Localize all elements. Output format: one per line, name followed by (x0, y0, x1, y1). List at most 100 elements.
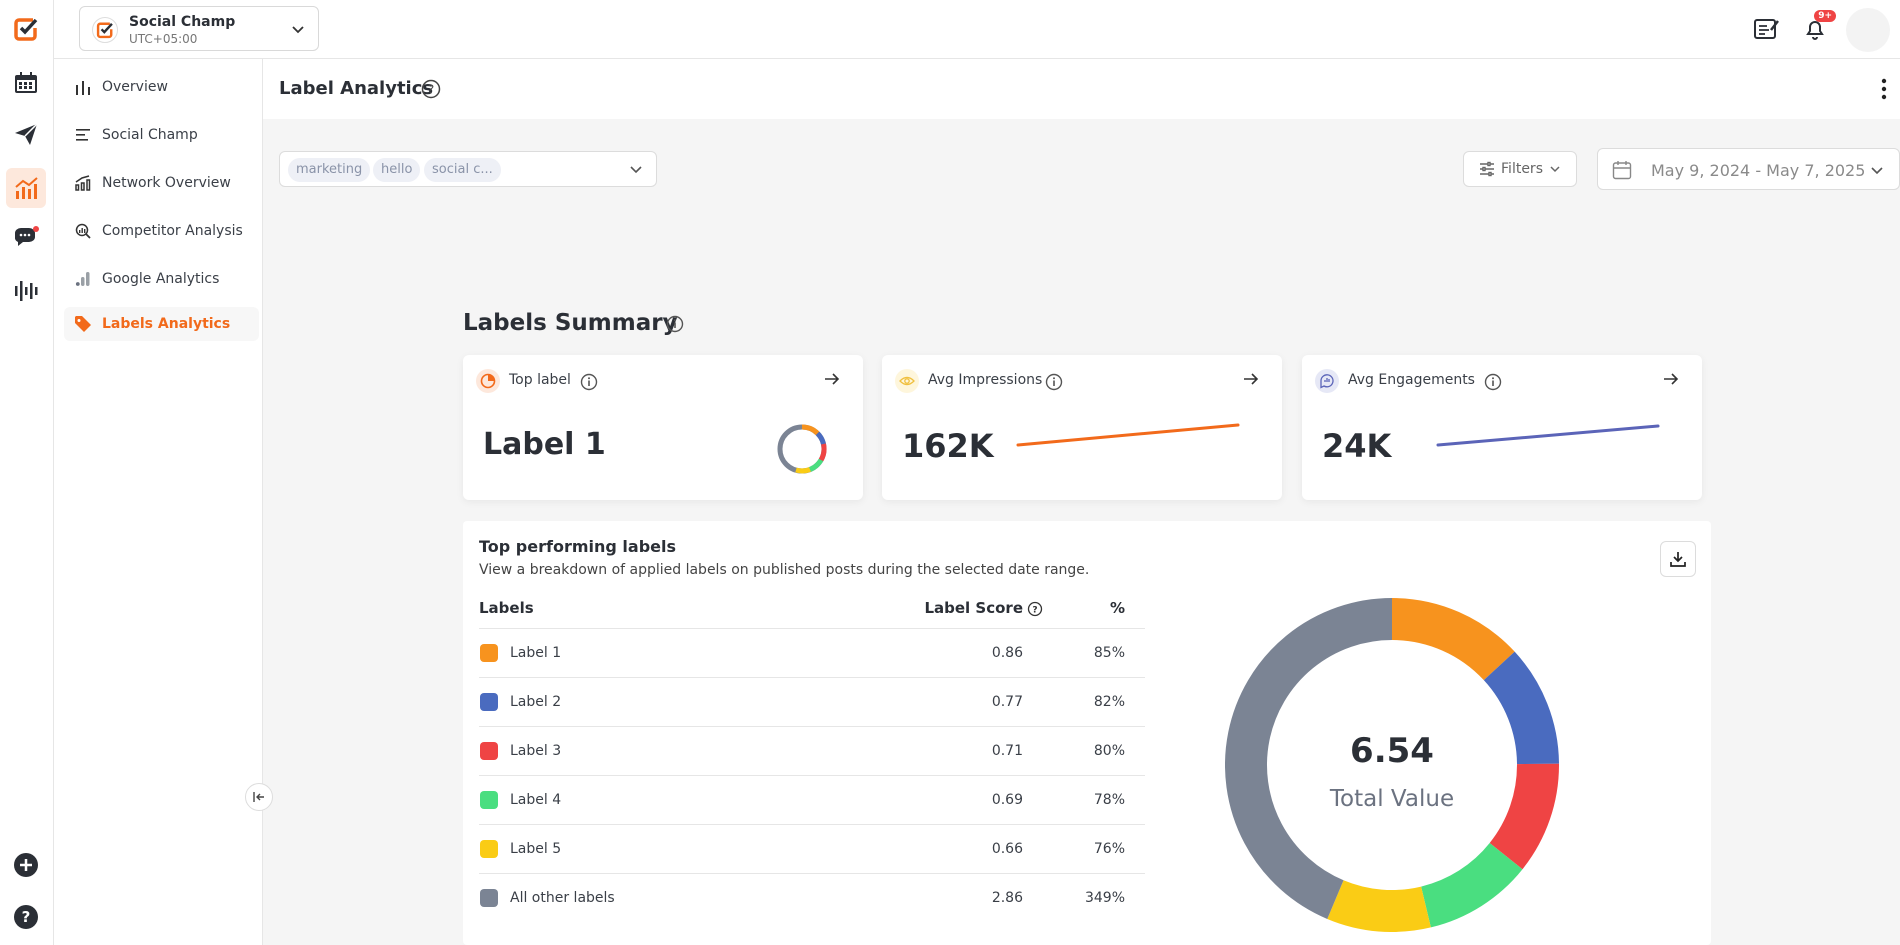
label-name: Label 1 (510, 645, 562, 661)
label-percent: 80% (1093, 743, 1125, 759)
analytics-icon[interactable] (6, 168, 46, 208)
donut-slice[interactable] (1420, 842, 1523, 928)
donut-svg (1225, 598, 1559, 932)
svg-text:?: ? (428, 83, 434, 97)
label-percent: 76% (1093, 841, 1125, 857)
help-circle-icon[interactable]: ? (421, 79, 441, 103)
sidebar-item-labels-analytics[interactable]: Labels Analytics (64, 307, 259, 341)
label-name: Label 3 (510, 743, 562, 759)
date-range-picker[interactable]: May 9, 2024 - May 7, 2025 (1597, 148, 1900, 190)
label-percent: 85% (1093, 645, 1125, 661)
avg-impressions-card: Avg Impressions 162K (882, 355, 1282, 500)
table-row: Label 5 0.66 76% (479, 825, 1145, 874)
info-icon[interactable] (580, 373, 598, 395)
help-circle-icon[interactable]: ? (1027, 601, 1043, 621)
bar-chart-icon (74, 78, 92, 96)
analytics-sidebar: Overview Social Champ Network Overview C… (54, 59, 263, 945)
download-button[interactable] (1660, 541, 1696, 577)
arrow-right-icon[interactable] (1242, 370, 1260, 392)
info-icon[interactable] (1484, 373, 1502, 395)
app-logo-icon[interactable] (11, 14, 41, 44)
table-row: Label 1 0.86 85% (479, 629, 1145, 678)
donut-slice[interactable] (1483, 651, 1559, 765)
card-label: Avg Engagements (1348, 372, 1475, 388)
sidebar-item-google-analytics[interactable]: Google Analytics (64, 262, 259, 296)
labels-donut-chart: 6.54 Total Value (1225, 598, 1559, 932)
sidebar-item-social-champ[interactable]: Social Champ (64, 118, 259, 152)
label-chip[interactable]: marketing (288, 158, 371, 182)
label-chip[interactable]: social c... (424, 158, 501, 182)
tag-icon (74, 315, 92, 333)
label-chip[interactable]: hello (373, 158, 421, 182)
panel-subtitle: View a breakdown of applied labels on pu… (479, 562, 1090, 578)
table-row: Label 4 0.69 78% (479, 776, 1145, 825)
calendar-icon[interactable] (11, 68, 41, 98)
chat-icon[interactable] (11, 224, 41, 254)
svg-text:?: ? (1032, 606, 1037, 616)
label-score: 0.77 (991, 694, 1023, 710)
add-icon[interactable] (11, 850, 41, 880)
app-rail: ? (0, 0, 54, 945)
notes-icon[interactable] (1751, 14, 1781, 44)
label-percent: 78% (1093, 792, 1125, 808)
card-label: Top label (509, 372, 571, 388)
arrow-right-icon[interactable] (823, 370, 841, 392)
label-score: 0.86 (991, 645, 1023, 661)
filters-label: Filters (1501, 161, 1543, 177)
card-value: 24K (1322, 427, 1392, 465)
sidebar-item-network-overview[interactable]: Network Overview (64, 166, 259, 200)
lines-icon (74, 126, 92, 144)
engagements-sparkline (1436, 424, 1660, 447)
workspace-timezone: UTC+05:00 (129, 32, 198, 46)
donut-slice[interactable] (1391, 598, 1515, 681)
network-chart-icon (74, 174, 92, 192)
audio-wave-icon[interactable] (11, 276, 41, 306)
impressions-sparkline (1016, 423, 1240, 447)
notification-badge: 9+ (1814, 10, 1836, 22)
sidebar-item-label: Network Overview (102, 175, 231, 191)
info-icon[interactable] (666, 315, 684, 337)
magnifier-chart-icon (74, 222, 92, 240)
donut-slice[interactable] (1489, 763, 1559, 870)
card-value: 162K (902, 427, 994, 465)
send-icon[interactable] (11, 119, 41, 149)
pie-chart-icon (476, 369, 500, 393)
column-header-percent: % (1109, 599, 1125, 617)
donut-slice[interactable] (1225, 598, 1393, 919)
more-options-icon[interactable] (1880, 77, 1888, 105)
label-select[interactable]: marketing hello social c... (279, 151, 657, 187)
workspace-selector[interactable]: Social Champ UTC+05:00 (79, 6, 319, 51)
label-score: 0.71 (991, 743, 1023, 759)
label-percent: 349% (1084, 890, 1125, 906)
info-icon[interactable] (1045, 373, 1063, 395)
table-header: Labels Label Score ? % (479, 599, 1145, 629)
avatar[interactable] (1846, 8, 1890, 52)
bell-icon[interactable]: 9+ (1800, 10, 1836, 44)
collapse-sidebar-button[interactable] (245, 783, 273, 811)
sliders-icon (1480, 161, 1495, 177)
table-row: Label 2 0.77 82% (479, 678, 1145, 727)
label-name: All other labels (510, 890, 615, 906)
sidebar-item-label: Competitor Analysis (102, 223, 243, 239)
arrow-right-icon[interactable] (1662, 370, 1680, 392)
workspace-logo-icon (92, 17, 118, 43)
label-swatch (480, 693, 498, 711)
sidebar-item-label: Social Champ (102, 127, 198, 143)
column-header-score: Label Score (924, 599, 1023, 617)
sidebar-item-overview[interactable]: Overview (64, 70, 259, 104)
collapse-icon (253, 792, 264, 802)
top-label-card: Top label Label 1 (463, 355, 863, 500)
calendar-icon (1612, 160, 1632, 184)
label-score: 0.69 (991, 792, 1023, 808)
filters-button[interactable]: Filters (1463, 151, 1577, 187)
chevron-down-icon (290, 21, 306, 41)
chevron-down-icon (1550, 166, 1560, 173)
help-icon[interactable]: ? (11, 902, 41, 932)
avg-engagements-card: Avg Engagements 24K (1302, 355, 1702, 500)
mini-donut-icon (777, 424, 827, 474)
sidebar-item-competitor-analysis[interactable]: Competitor Analysis (64, 214, 259, 248)
label-score: 0.66 (991, 841, 1023, 857)
donut-slice[interactable] (1327, 880, 1431, 932)
labels-summary-title: Labels Summary (463, 310, 678, 336)
page-header: Label Analytics ? (263, 59, 1900, 119)
